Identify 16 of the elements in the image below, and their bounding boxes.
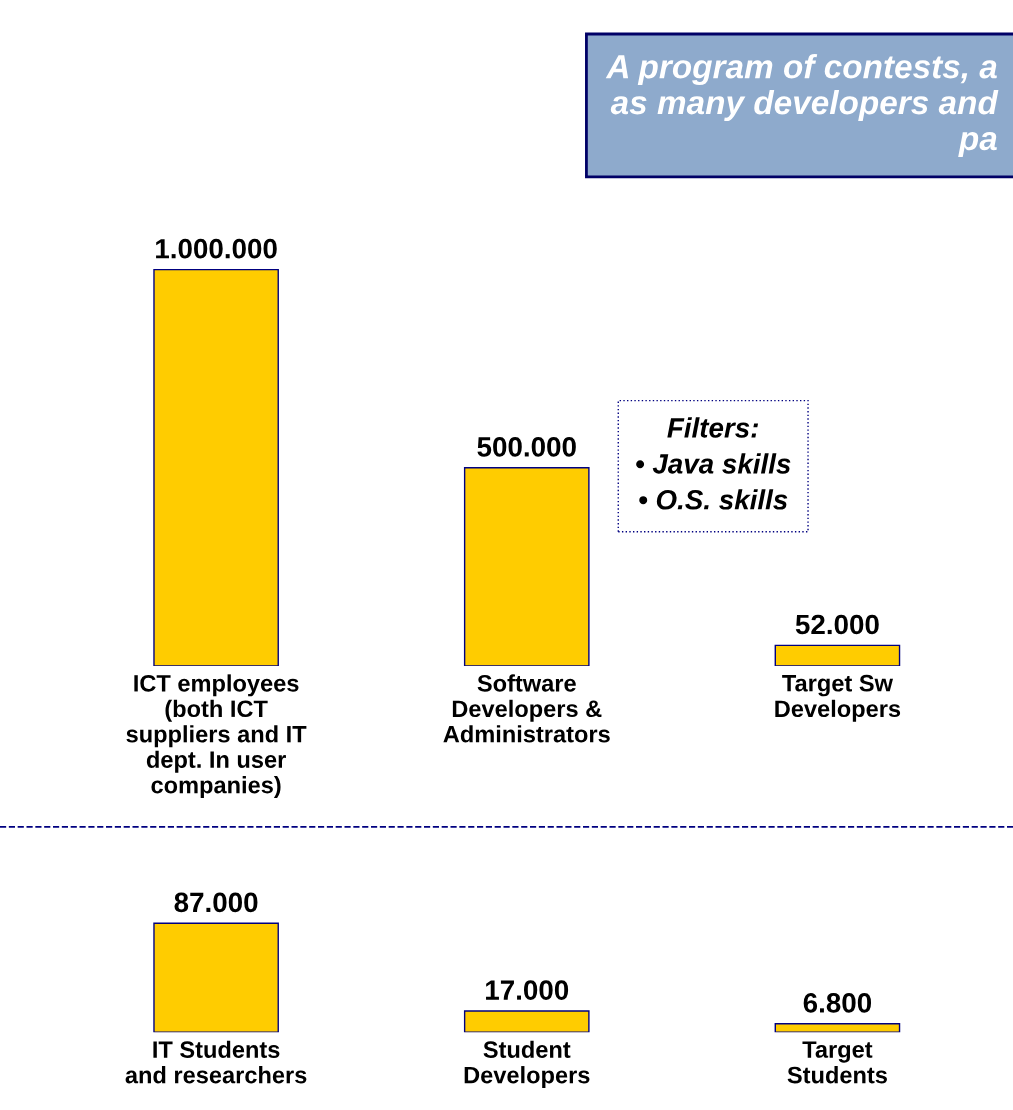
x-tick-label: Target Sw Developers [775, 674, 901, 722]
data-label: 500.000 [477, 437, 576, 457]
chart-title: A program of contests, a as many developers and pa [605, 54, 999, 157]
x-tick-label: Software Developers & Administrators [443, 674, 610, 743]
data-label: 1.000.000 [156, 238, 277, 259]
x-tick-label: Student Developers [464, 1040, 590, 1089]
data-label: 6.800 [803, 993, 872, 1013]
x-tick-label: ICT employees (both ICT suppliers and IT dept. In user companies) [126, 674, 307, 799]
data-label: 52.000 [795, 614, 879, 635]
x-tick-label: Target Students [787, 1041, 887, 1084]
x-tick-label: IT Students and researchers [125, 1040, 307, 1084]
annotation: Filters: [667, 417, 759, 438]
annotation: • O.S. skills [639, 489, 788, 510]
data-label: 17.000 [486, 980, 569, 1000]
data-label: 87.000 [174, 892, 258, 913]
annotation: • Java skills [636, 453, 791, 474]
